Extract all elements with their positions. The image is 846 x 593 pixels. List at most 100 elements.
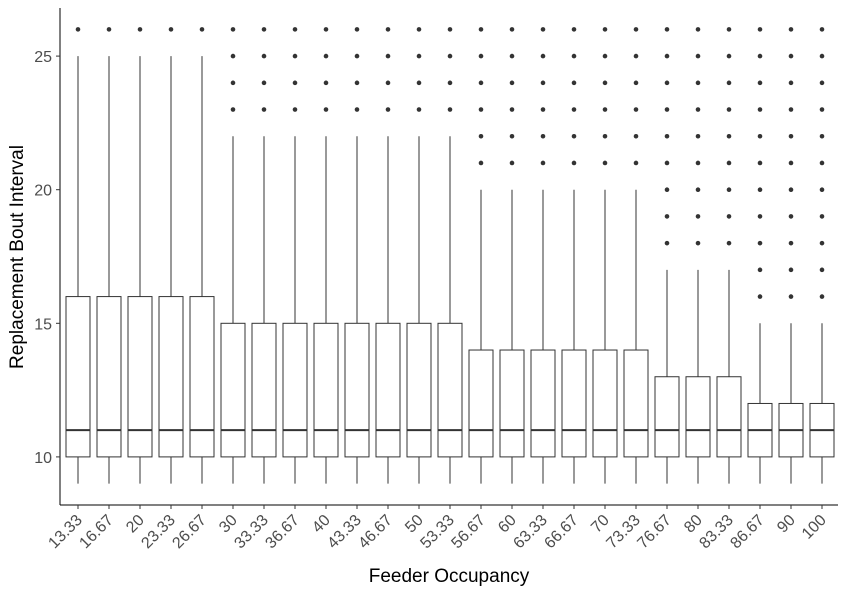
outlier-point: [416, 27, 422, 32]
box-group: [344, 27, 370, 484]
outlier-point: [664, 107, 670, 112]
outlier-point: [757, 187, 763, 192]
iqr-box: [344, 322, 370, 458]
outlier-point: [788, 267, 794, 273]
iqr-box: [437, 322, 463, 458]
outlier-point: [509, 160, 515, 166]
outlier-point: [292, 53, 298, 59]
outlier-point: [540, 160, 546, 166]
outlier-point: [416, 53, 422, 59]
outlier-point: [788, 294, 794, 299]
outlier-point: [726, 27, 732, 32]
outlier-point: [757, 53, 763, 59]
outlier-point: [726, 160, 732, 166]
outlier-point: [385, 53, 391, 59]
outlier-point: [664, 240, 670, 246]
outlier-point: [757, 27, 763, 32]
box-group: [592, 27, 618, 484]
outlier-point: [819, 294, 825, 299]
outlier-point: [323, 80, 329, 86]
iqr-box: [468, 349, 494, 458]
box-group: [406, 27, 432, 484]
box-group: [809, 27, 835, 484]
x-tick-label: 63.33: [510, 512, 550, 552]
box-group: [96, 27, 122, 484]
box-group: [685, 27, 711, 484]
outlier-point: [416, 107, 422, 112]
outlier-point: [478, 107, 484, 112]
outlier-point: [261, 80, 267, 86]
x-tick-label: 86.67: [727, 512, 767, 552]
outlier-point: [292, 107, 298, 112]
outlier-point: [788, 187, 794, 192]
outlier-point: [819, 240, 825, 246]
outlier-point: [478, 160, 484, 166]
outlier-point: [540, 80, 546, 86]
box-group: [561, 27, 587, 484]
outlier-point: [695, 133, 701, 139]
outlier-point: [633, 80, 639, 86]
box-group: [499, 27, 525, 484]
iqr-box: [189, 296, 215, 458]
box-group: [189, 27, 215, 484]
outlier-point: [788, 107, 794, 112]
outlier-point: [292, 27, 298, 32]
box-group: [313, 27, 339, 484]
outlier-point: [540, 53, 546, 59]
outlier-point: [571, 27, 577, 32]
outlier-point: [168, 27, 174, 32]
outlier-point: [292, 80, 298, 86]
outlier-point: [757, 133, 763, 139]
outlier-point: [106, 27, 112, 32]
outlier-point: [819, 107, 825, 112]
box-group: [65, 27, 91, 484]
x-tick-label: 80: [681, 512, 706, 537]
outlier-point: [230, 80, 236, 86]
outlier-point: [447, 80, 453, 86]
outlier-point: [447, 27, 453, 32]
outlier-point: [509, 53, 515, 59]
y-tick-label: 25: [34, 49, 52, 66]
box-group: [251, 27, 277, 484]
outlier-point: [757, 294, 763, 299]
outlier-point: [385, 80, 391, 86]
outlier-point: [354, 80, 360, 86]
outlier-point: [695, 107, 701, 112]
outlier-point: [788, 214, 794, 219]
outlier-point: [788, 80, 794, 86]
box-group: [747, 27, 773, 484]
outlier-point: [757, 214, 763, 219]
axes: [59, 8, 838, 506]
outlier-point: [788, 133, 794, 139]
outlier-point: [819, 80, 825, 86]
outlier-point: [602, 80, 608, 86]
x-tick-label: 76.67: [634, 512, 674, 552]
outlier-point: [323, 107, 329, 112]
y-axis-title: Replacement Bout Interval: [7, 145, 28, 369]
outlier-point: [695, 53, 701, 59]
outlier-point: [633, 53, 639, 59]
outlier-point: [540, 133, 546, 139]
x-tick-label: 50: [402, 512, 427, 537]
y-ticks: 10 15 20 25: [34, 49, 60, 467]
box-group: [220, 27, 246, 484]
x-tick-label: 23.33: [138, 512, 178, 552]
box-group: [778, 27, 804, 484]
x-tick-label: 53.33: [417, 512, 457, 552]
outlier-point: [323, 27, 329, 32]
x-tick-label: 30: [216, 512, 241, 537]
box-group: [375, 27, 401, 484]
outlier-point: [788, 27, 794, 32]
x-tick-label: 100: [799, 512, 830, 543]
outlier-point: [261, 53, 267, 59]
iqr-box: [127, 296, 153, 458]
x-tick-label: 83.33: [696, 512, 736, 552]
box-group: [282, 27, 308, 484]
x-tick-label: 13.33: [45, 512, 85, 552]
outlier-point: [75, 27, 81, 32]
outlier-point: [416, 80, 422, 86]
y-tick-label: 20: [34, 183, 52, 200]
outlier-point: [230, 107, 236, 112]
outlier-point: [478, 133, 484, 139]
x-tick-label: 46.67: [355, 512, 395, 552]
